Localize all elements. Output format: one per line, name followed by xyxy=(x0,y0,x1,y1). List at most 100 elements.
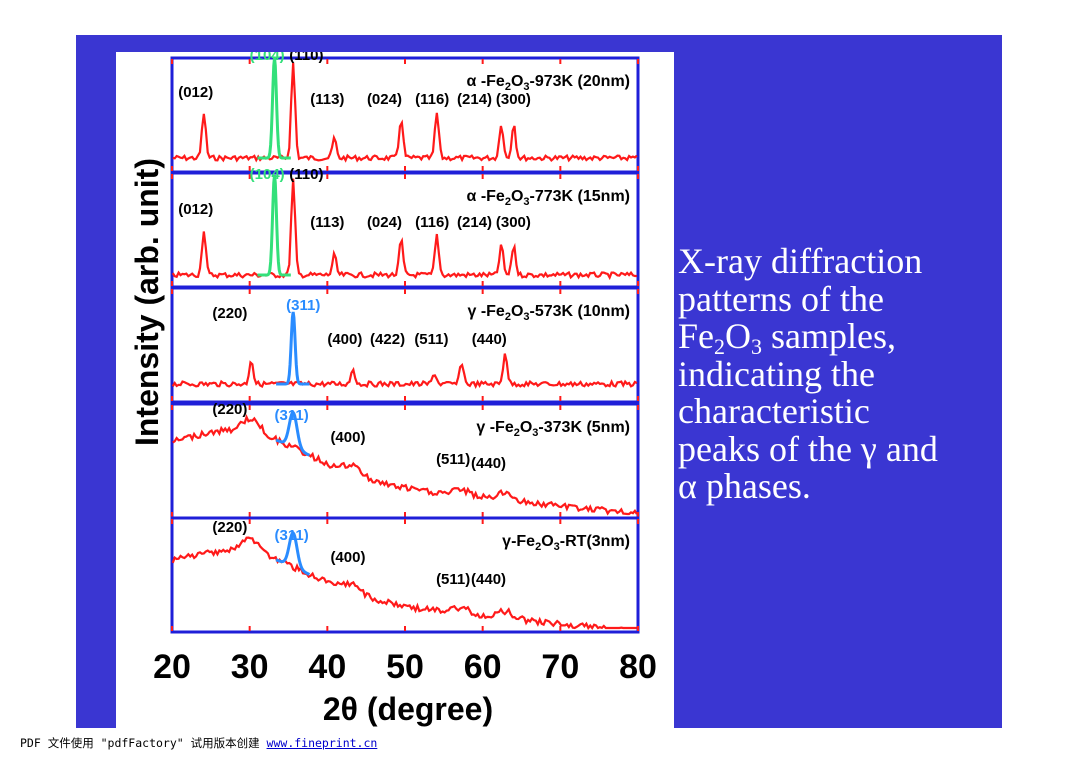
peak-label: (110) xyxy=(289,52,323,64)
peak-label: (024) xyxy=(367,91,402,108)
series-label-part: O xyxy=(520,419,532,436)
series-label-part: α -Fe xyxy=(467,73,505,90)
series-label: γ -Fe2O3-373K (5nm) xyxy=(476,419,630,439)
peak-label: (012) xyxy=(178,84,213,101)
caption-line-1: X-ray diffraction xyxy=(678,241,923,281)
x-axis-label: 2θ (degree) xyxy=(323,691,493,727)
peak-label: (116) xyxy=(415,91,449,108)
series-label-part: γ -Fe xyxy=(476,419,513,436)
series-label-part: γ -Fe xyxy=(467,303,504,320)
peak-label: (400) xyxy=(327,331,362,348)
pattern-panel: (220) (311) (400) (422) (511) (440) γ -Fe2O3-5… xyxy=(170,286,640,404)
series-label-subscript: 2 xyxy=(514,427,520,439)
highlight-peak xyxy=(275,410,311,457)
pattern-panel: (220) (311) (400) (511) (440) γ -Fe2O3-373K (… xyxy=(170,401,640,520)
peak-label: (300) xyxy=(496,214,531,231)
peak-label: (116) xyxy=(415,214,449,231)
pattern-trace xyxy=(171,178,637,281)
x-tick-label: 40 xyxy=(308,648,346,686)
series-label-subscript: 3 xyxy=(554,541,560,553)
peak-label: (400) xyxy=(330,549,365,566)
peak-label: (511) xyxy=(436,571,470,588)
series-label-part: γ-Fe xyxy=(502,533,535,550)
caption-sub-2: 2 xyxy=(714,334,725,359)
series-label-part: -973K (20nm) xyxy=(530,73,630,90)
peak-label: (024) xyxy=(367,214,402,231)
peak-label: (104) xyxy=(250,166,285,183)
pattern-panel: (220) (311) (400) (511) (440) γ-Fe2O3-RT(3nm) xyxy=(170,516,640,634)
caption-line-7: α phases. xyxy=(678,466,811,506)
footer-link[interactable]: www.fineprint.cn xyxy=(266,736,378,750)
peak-label: (440) xyxy=(471,571,506,588)
caption-fe: Fe xyxy=(678,316,714,356)
series-label-subscript: 3 xyxy=(523,311,529,323)
peak-label: (220) xyxy=(212,401,247,418)
peak-label: (311) xyxy=(275,527,309,544)
peak-label: (311) xyxy=(286,297,320,314)
series-label-part: -RT(3nm) xyxy=(560,533,630,550)
panel-frame xyxy=(170,516,640,634)
peak-label: (113) xyxy=(310,91,344,108)
x-tick-label: 50 xyxy=(386,648,424,686)
series-label: α -Fe2O3-973K (20nm) xyxy=(467,73,630,93)
peak-label: (220) xyxy=(212,519,247,536)
peak-label: (511) xyxy=(414,331,448,348)
peak-label: (300) xyxy=(496,91,531,108)
series-label: γ-Fe2O3-RT(3nm) xyxy=(502,533,630,553)
caption-line-5: characteristic xyxy=(678,391,870,431)
peak-label: (110) xyxy=(289,166,323,183)
series-label-subscript: 2 xyxy=(505,311,511,323)
footer-watermark: PDF 文件使用 "pdfFactory" 试用版本创建 www.finepri… xyxy=(20,735,377,751)
series-label-subscript: 3 xyxy=(523,196,529,208)
x-tick-label: 80 xyxy=(619,648,657,686)
pattern-trace xyxy=(171,353,638,390)
pattern-trace xyxy=(172,62,638,163)
series-label-subscript: 2 xyxy=(505,196,511,208)
x-tick-label: 20 xyxy=(153,648,191,686)
series-label-part: -373K (5nm) xyxy=(538,419,630,436)
peak-label: (511) xyxy=(436,451,470,468)
series-label-part: α -Fe xyxy=(467,188,505,205)
series-label-part: O xyxy=(511,73,523,90)
peak-label: (214) xyxy=(457,91,492,108)
series-label-subscript: 2 xyxy=(505,81,511,93)
caption-o: O xyxy=(725,316,751,356)
pattern-trace xyxy=(171,536,637,631)
series-label-subscript: 2 xyxy=(535,541,541,553)
caption-line-2: patterns of the xyxy=(678,278,884,319)
highlight-peak xyxy=(257,174,291,277)
series-label-part: -773K (15nm) xyxy=(530,188,630,205)
caption-line-3: Fe2O3 samples, xyxy=(678,316,1008,359)
pattern-trace xyxy=(172,413,638,516)
highlight-peak xyxy=(275,531,311,576)
caption: X-ray diffraction patterns of the Fe2O3 … xyxy=(678,241,1008,506)
peak-label: (012) xyxy=(178,201,213,218)
y-axis-label: Intensity (arb. unit) xyxy=(129,158,165,446)
series-label: γ -Fe2O3-573K (10nm) xyxy=(467,303,630,323)
highlight-peak xyxy=(257,57,291,160)
caption-sub-3: 3 xyxy=(751,334,762,359)
series-label-subscript: 3 xyxy=(523,81,529,93)
series-label-part: O xyxy=(541,533,553,550)
peak-label: (220) xyxy=(212,305,247,322)
plot-panel: (012) (104) (110) (113) (024) (116) (214) (300)… xyxy=(116,52,674,728)
caption-line-6: peaks of the γ and xyxy=(678,428,938,469)
series-label-subscript: 3 xyxy=(532,427,538,439)
x-tick-label: 30 xyxy=(231,648,269,686)
peak-label: (440) xyxy=(471,455,506,472)
caption-line-4: indicating the xyxy=(678,353,875,394)
peak-label: (400) xyxy=(330,429,365,446)
series-label-part: O xyxy=(511,188,523,205)
caption-samples: samples, xyxy=(762,316,896,356)
peak-label: (311) xyxy=(275,407,309,424)
peak-label: (113) xyxy=(310,214,344,231)
x-tick-label: 70 xyxy=(541,648,579,686)
x-tick-label: 60 xyxy=(464,648,502,686)
peak-label: (104) xyxy=(250,52,285,64)
series-label-part: -573K (10nm) xyxy=(530,303,630,320)
series-label-part: O xyxy=(511,303,523,320)
peak-label: (422) xyxy=(370,331,405,348)
highlight-peak xyxy=(276,311,310,386)
panel-frame xyxy=(170,286,640,404)
footer-text: PDF 文件使用 "pdfFactory" 试用版本创建 xyxy=(20,736,267,750)
